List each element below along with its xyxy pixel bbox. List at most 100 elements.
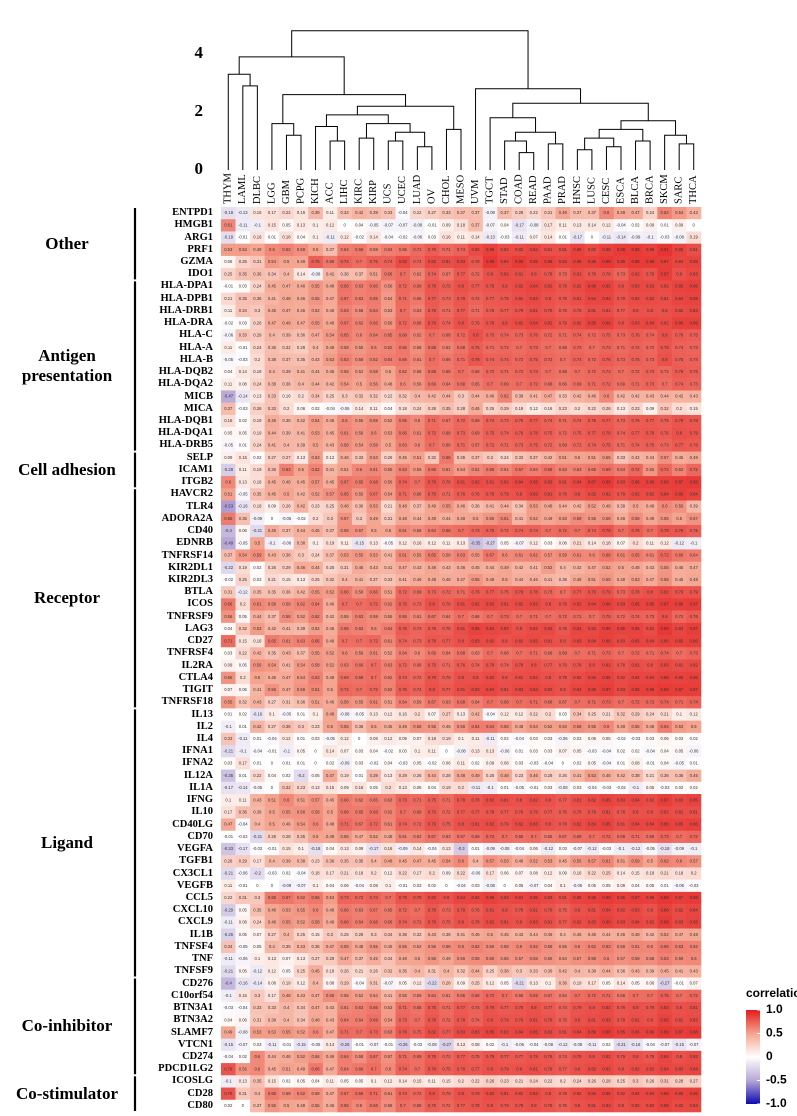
cell-label: 0.78 (471, 1103, 480, 1108)
heatmap-cell (541, 268, 556, 281)
cell-label: 0.69 (559, 650, 568, 655)
cell-label: -0.08 (529, 222, 539, 227)
heatmap-cell (293, 255, 309, 269)
cell-label: 0.83 (690, 1103, 699, 1108)
cell-label: -0.08 (340, 712, 350, 717)
cell-label: -0.04 (645, 1042, 655, 1047)
heatmap-cell (686, 231, 702, 244)
cell-label: 0.21 (268, 577, 277, 582)
cell-label: 0.78 (559, 296, 568, 301)
cell-label: 0.32 (239, 626, 248, 631)
cell-label: 0.5 (385, 528, 391, 533)
cell-label: 0.66 (428, 650, 437, 655)
cell-label: 0.32 (326, 577, 335, 582)
cell-label: 0.73 (413, 626, 422, 631)
cell-label: 0.13 (573, 222, 582, 227)
cell-label: 0.82 (573, 822, 582, 827)
cell-label: 0.72 (544, 443, 553, 448)
cell-label: 0.65 (544, 834, 553, 839)
cell-label: 0.36 (282, 724, 291, 729)
cell-label: 0.81 (559, 479, 568, 484)
cell-label: 0.76 (530, 333, 539, 338)
cell-label: 0.86 (661, 1091, 670, 1096)
cell-label: 0.6 (356, 1103, 362, 1108)
cell-label: 0.64 (355, 1017, 364, 1022)
cell-label: 0.8 (545, 822, 551, 827)
cell-label: 0.77 (457, 1005, 466, 1010)
cell-label: 0.4 (254, 1091, 260, 1096)
cell-label: 0.66 (442, 455, 451, 460)
cell-label: 0.64 (471, 699, 480, 704)
cell-label: 0.8 (589, 663, 595, 668)
cell-label: 0.46 (471, 406, 480, 411)
cell-label: 0.33 (530, 968, 539, 973)
cell-label: 0.73 (617, 333, 626, 338)
cell-label: 0.65 (341, 492, 350, 497)
cell-label: 0.59 (282, 1091, 291, 1096)
heatmap-cell (686, 243, 702, 257)
cell-label: 0.11 (428, 748, 437, 753)
cell-label: 0.73 (544, 589, 553, 594)
cell-label: -0.05 (383, 540, 393, 545)
cell-label: 0.21 (661, 871, 670, 876)
cell-label: 0.53 (326, 895, 335, 900)
cell-label: 0.81 (501, 920, 510, 925)
cell-label: 0.74 (559, 1005, 568, 1010)
cell-label: -0.05 (223, 357, 233, 362)
cell-label: 0.58 (311, 920, 320, 925)
cell-label: 0.25 (602, 871, 611, 876)
cell-label: 0.62 (530, 944, 539, 949)
cell-label: 0.74 (690, 699, 699, 704)
cell-label: 0.85 (530, 479, 539, 484)
cell-label: 0.49 (282, 320, 291, 325)
cell-label: 0.76 (559, 308, 568, 313)
cell-label: 0.63 (355, 907, 364, 912)
cell-label: -0.05 (238, 492, 248, 497)
cell-label: 0.71 (471, 308, 480, 313)
cell-label: 0.88 (602, 895, 611, 900)
cell-label: 0.48 (617, 724, 626, 729)
cell-label: 0.6 (385, 1066, 391, 1071)
cell-label: 0.04 (370, 748, 379, 753)
cell-label: 0.73 (617, 418, 626, 423)
cell-label: 0.42 (471, 712, 480, 717)
cell-label: 0.53 (631, 577, 640, 582)
cell-label: 0.72 (631, 467, 640, 472)
cell-label: 0.05 (646, 883, 655, 888)
cell-label: 0.8 (662, 333, 668, 338)
cell-label: -0.12 (253, 968, 263, 973)
cell-label: 0.78 (544, 1103, 553, 1108)
cell-label: 0.32 (457, 968, 466, 973)
cell-label: 0.38 (559, 577, 568, 582)
cell-label: 0.79 (544, 1066, 553, 1071)
cell-label: 0.01 (559, 235, 568, 240)
cell-label: 0.44 (311, 565, 320, 570)
cell-label: 0.84 (631, 920, 640, 925)
cell-label: 0.38 (588, 968, 597, 973)
cell-label: 0.7 (371, 1066, 377, 1071)
cell-label: 0.7 (574, 699, 580, 704)
cell-label: 0.7 (516, 699, 522, 704)
cell-label: 0.37 (224, 406, 233, 411)
cell-label: 0.66 (617, 993, 626, 998)
cell-label: 0.05 (588, 761, 597, 766)
cell-label: 0.45 (675, 565, 684, 570)
cell-label: 0.61 (399, 834, 408, 839)
cell-label: 0.78 (588, 271, 597, 276)
cell-label: 0.58 (282, 614, 291, 619)
dendrogram-branch (620, 120, 677, 136)
cell-label: 0.32 (413, 932, 422, 937)
cell-label: 0.72 (530, 381, 539, 386)
cell-label: 0.74 (442, 320, 451, 325)
cell-label: 0.31 (661, 1079, 670, 1084)
cell-label: 0.88 (690, 895, 699, 900)
cell-label: 0.64 (399, 650, 408, 655)
cell-label: 0.47 (631, 210, 640, 215)
cell-label: -0.18 (223, 210, 233, 215)
cell-label: 0.83 (501, 1030, 510, 1035)
cell-label: 0.8 (618, 284, 624, 289)
cell-label: 0.65 (341, 333, 350, 338)
cell-label: 0.66 (355, 663, 364, 668)
cell-label: 0.04 (631, 883, 640, 888)
heatmap-cell (264, 207, 280, 220)
